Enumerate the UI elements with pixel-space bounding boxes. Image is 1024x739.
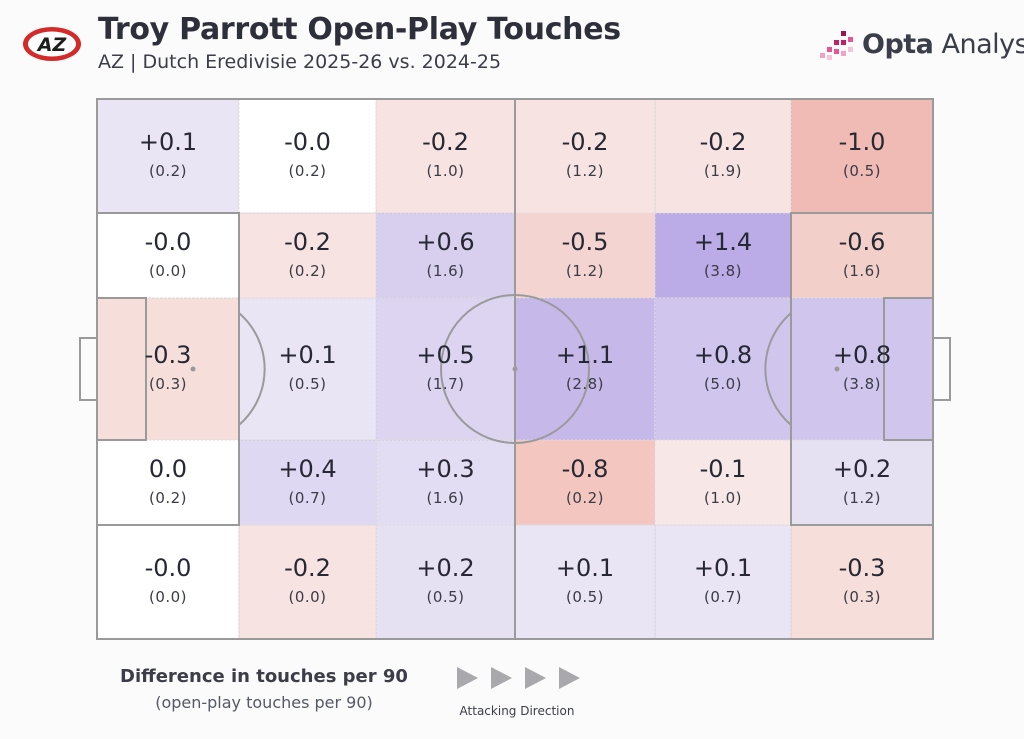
opta-mark-icon xyxy=(820,31,853,60)
direction-arrow-icon xyxy=(559,667,580,689)
legend-subtitle: (open-play touches per 90) xyxy=(155,693,373,712)
right-penalty-spot xyxy=(834,366,840,372)
heatmap-cell-r4-c2 xyxy=(238,439,377,526)
heatmap-cell-r3-c4 xyxy=(514,297,656,441)
heatmap-cell-r2-c3 xyxy=(375,212,516,299)
heatmap-cell-r5-c4 xyxy=(514,524,656,640)
heatmap-cell-r5-c1 xyxy=(96,524,240,640)
pitch-markings xyxy=(79,98,951,640)
direction-arrow-icon xyxy=(491,667,512,689)
right-penalty-arc xyxy=(764,312,792,426)
heatmap-cells xyxy=(96,98,934,640)
legend-title: Difference in touches per 90 xyxy=(120,666,408,687)
page-title: Troy Parrott Open-Play Touches xyxy=(98,12,621,47)
heatmap-cell-r3-c1 xyxy=(96,297,240,441)
heatmap-cell-r2-c4 xyxy=(514,212,656,299)
heatmap-cell-r1-c1 xyxy=(96,98,240,214)
brand-logo: Opta Analyst xyxy=(818,25,1024,65)
header: AZ Troy Parrott Open-Play Touches AZ | D… xyxy=(0,0,1024,90)
team-badge-icon: AZ xyxy=(23,27,81,61)
pitch-spots xyxy=(190,366,840,372)
heatmap-cell-r1-c2 xyxy=(238,98,377,214)
legend: Difference in touches per 90 (open-play … xyxy=(118,666,410,712)
heatmap-cell-r2-c2 xyxy=(238,212,377,299)
left-penalty-spot xyxy=(190,366,196,372)
heatmap-cell-r2-c5 xyxy=(654,212,792,299)
heatmap-cell-r1-c4 xyxy=(514,98,656,214)
heatmap-cell-r5-c5 xyxy=(654,524,792,640)
heatmap-cell-r2-c1 xyxy=(96,212,240,299)
heatmap-cell-r5-c2 xyxy=(238,524,377,640)
heatmap-cell-r1-c5 xyxy=(654,98,792,214)
heatmap-cell-r3-c3 xyxy=(375,297,516,441)
direction-arrow-icon xyxy=(457,667,478,689)
heatmap-cell-r3-c5 xyxy=(654,297,792,441)
attacking-direction-label: Attacking Direction xyxy=(459,704,575,718)
heatmap-cell-r4-c4 xyxy=(514,439,656,526)
team-badge-text: AZ xyxy=(36,34,68,56)
heatmap-cell-r1-c3 xyxy=(375,98,516,214)
heatmap-cell-r2-c6 xyxy=(790,212,934,299)
heatmap-cell-r4-c5 xyxy=(654,439,792,526)
heatmap-cell-r5-c3 xyxy=(375,524,516,640)
page-subtitle: AZ | Dutch Eredivisie 2025-26 vs. 2024-2… xyxy=(98,51,502,73)
brand-name-light: Analyst xyxy=(941,29,1024,60)
heatmap-cell-r4-c6 xyxy=(790,439,934,526)
brand-name: Opta Analyst xyxy=(862,29,1024,60)
right-goal xyxy=(932,337,951,401)
left-penalty-arc xyxy=(238,312,266,426)
direction-arrow-icon xyxy=(525,667,546,689)
heatmap-cell-r1-c6 xyxy=(790,98,934,214)
heatmap-cell-r5-c6 xyxy=(790,524,934,640)
attacking-direction-arrows xyxy=(457,667,580,689)
brand-name-bold: Opta xyxy=(862,29,934,60)
centre-spot xyxy=(512,366,518,372)
left-goal xyxy=(79,337,98,401)
heatmap-cell-r3-c2 xyxy=(238,297,377,441)
pitch-heatmap xyxy=(79,98,951,640)
heatmap-cell-r3-c6 xyxy=(790,297,934,441)
heatmap-cell-r4-c1 xyxy=(96,439,240,526)
centre-circle xyxy=(440,294,590,444)
heatmap-cell-r4-c3 xyxy=(375,439,516,526)
attacking-direction: Attacking Direction xyxy=(452,664,582,724)
